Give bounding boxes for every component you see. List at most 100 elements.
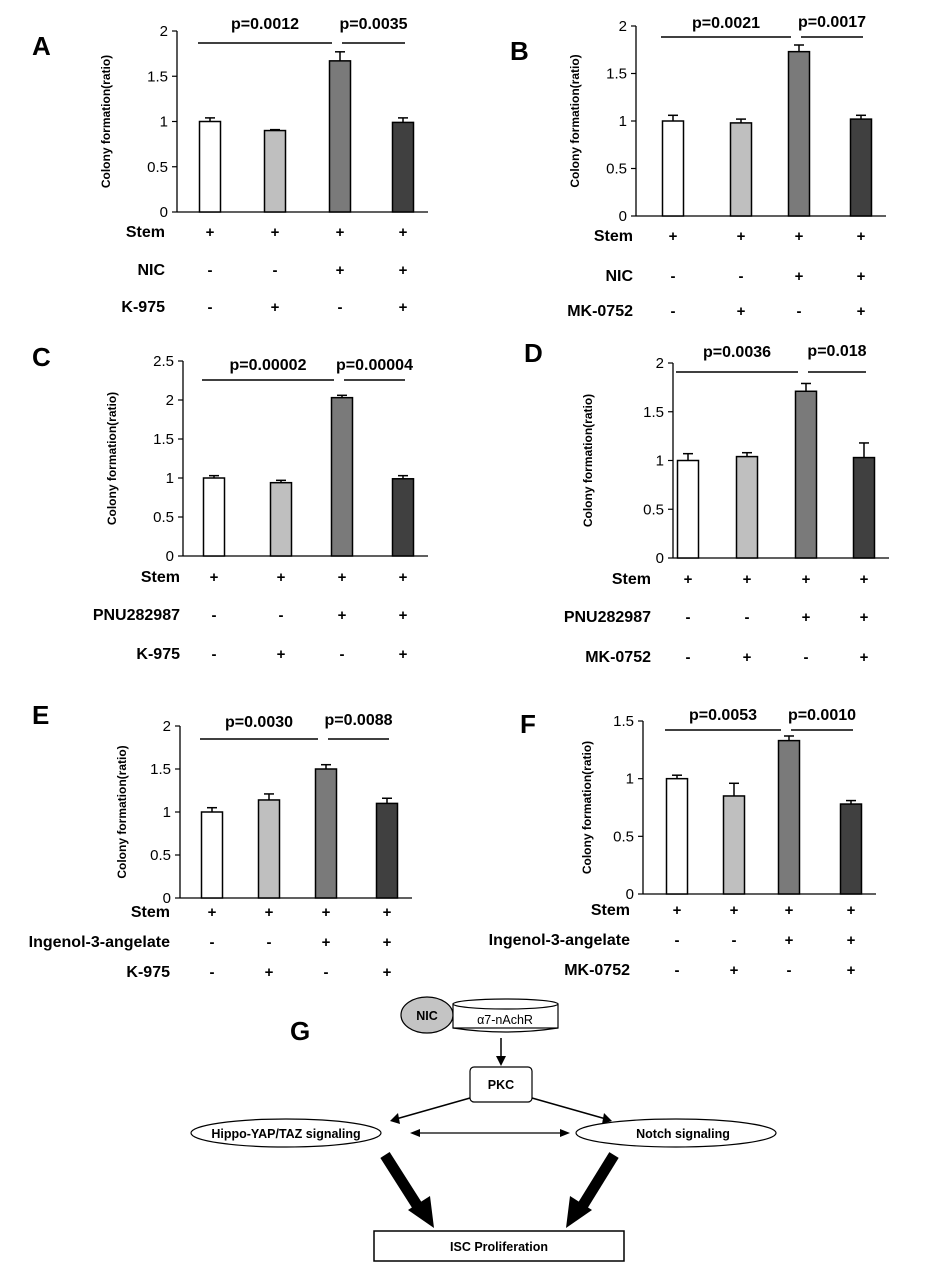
notch-label: Notch signaling bbox=[636, 1127, 730, 1141]
bar bbox=[852, 456, 876, 559]
p-value: p=0.0021 bbox=[692, 15, 760, 32]
condition-label: PNU282987 bbox=[564, 609, 651, 626]
y-tick-label: 1.5 bbox=[150, 761, 171, 778]
condition-sign: - bbox=[324, 964, 329, 981]
chart-panel-B: B 0 0.5 1 1.5 2 Colony formation(ratio) p=0.002… bbox=[510, 14, 886, 320]
condition-sign: - bbox=[210, 934, 215, 951]
receptor-label: α7-nAchR bbox=[477, 1013, 533, 1027]
condition-sign: + bbox=[730, 962, 739, 979]
panel-label: E bbox=[32, 700, 49, 730]
y-tick-label: 0 bbox=[656, 550, 664, 567]
condition-sign: - bbox=[675, 962, 680, 979]
y-tick-label: 2 bbox=[160, 23, 168, 40]
condition-label: Stem bbox=[591, 902, 630, 919]
bar bbox=[676, 459, 700, 559]
condition-sign: + bbox=[383, 904, 392, 921]
p-value: p=0.00004 bbox=[336, 357, 413, 374]
p-value: p=0.0030 bbox=[225, 714, 293, 731]
y-tick-label: 2 bbox=[619, 18, 627, 35]
condition-sign: + bbox=[399, 299, 408, 316]
condition-label: K-975 bbox=[121, 299, 165, 316]
y-tick-label: 0.5 bbox=[153, 509, 174, 526]
arrow-pkc-hippo bbox=[395, 1097, 471, 1120]
condition-label: Stem bbox=[612, 571, 651, 588]
chart-panel-A: A 0 0.5 1 1.5 2 Colony formation(ratio) p=0.001… bbox=[32, 16, 428, 316]
condition-sign: + bbox=[847, 902, 856, 919]
condition-label: Stem bbox=[131, 904, 170, 921]
y-tick-label: 1 bbox=[656, 453, 664, 470]
chart-panel-F: F 0 0.5 1 1.5 Colony formation(ratio) p=0.0053… bbox=[489, 707, 876, 979]
thick-arrow-hippo bbox=[380, 1152, 425, 1213]
condition-sign: + bbox=[399, 569, 408, 586]
bar bbox=[735, 455, 759, 559]
condition-sign: - bbox=[267, 934, 272, 951]
bar bbox=[849, 118, 873, 217]
condition-sign: + bbox=[277, 569, 286, 586]
bar bbox=[263, 129, 287, 213]
condition-sign: - bbox=[210, 964, 215, 981]
p-value: p=0.0010 bbox=[788, 707, 856, 724]
condition-sign: + bbox=[277, 646, 286, 663]
bar bbox=[257, 799, 281, 899]
condition-sign: - bbox=[675, 932, 680, 949]
condition-sign: + bbox=[743, 649, 752, 666]
y-tick-label: 2 bbox=[656, 355, 664, 372]
y-tick-label: 0 bbox=[619, 208, 627, 225]
pkc-box bbox=[469, 1066, 533, 1103]
bar bbox=[198, 120, 222, 213]
y-tick-label: 1.5 bbox=[606, 66, 627, 83]
condition-sign: - bbox=[671, 303, 676, 320]
condition-sign: + bbox=[338, 569, 347, 586]
condition-sign: + bbox=[673, 902, 682, 919]
y-tick-label: 2 bbox=[166, 392, 174, 409]
condition-sign: + bbox=[684, 571, 693, 588]
condition-label: NIC bbox=[605, 268, 633, 285]
condition-sign: + bbox=[271, 224, 280, 241]
arrow-pkc-notch bbox=[531, 1097, 607, 1120]
condition-sign: + bbox=[399, 646, 408, 663]
condition-label: K-975 bbox=[136, 646, 180, 663]
panel-label: F bbox=[520, 709, 536, 739]
condition-sign: + bbox=[336, 262, 345, 279]
y-axis-label: Colony formation(ratio) bbox=[115, 745, 129, 878]
y-tick-label: 1 bbox=[160, 114, 168, 131]
y-tick-label: 0 bbox=[626, 886, 634, 903]
condition-sign: + bbox=[399, 224, 408, 241]
condition-sign: + bbox=[802, 571, 811, 588]
condition-sign: + bbox=[271, 299, 280, 316]
y-tick-label: 1.5 bbox=[153, 431, 174, 448]
condition-sign: + bbox=[857, 268, 866, 285]
y-tick-label: 0.5 bbox=[643, 501, 664, 518]
panel-label: D bbox=[524, 338, 543, 368]
chart-panel-C: C 0 0.5 1 1.5 2 2.5 Colony formation(ratio) p=0.… bbox=[32, 342, 428, 663]
isc-box bbox=[373, 1230, 625, 1262]
condition-sign: + bbox=[730, 902, 739, 919]
bar bbox=[330, 396, 354, 557]
condition-sign: + bbox=[785, 932, 794, 949]
condition-sign: + bbox=[206, 224, 215, 241]
hippo-label: Hippo-YAP/TAZ signaling bbox=[211, 1127, 360, 1141]
y-tick-label: 1 bbox=[626, 771, 634, 788]
condition-sign: + bbox=[860, 609, 869, 626]
y-axis-label: Colony formation(ratio) bbox=[105, 392, 119, 525]
y-axis-label: Colony formation(ratio) bbox=[99, 55, 113, 188]
condition-sign: + bbox=[802, 609, 811, 626]
bar bbox=[665, 777, 689, 895]
p-value: p=0.0017 bbox=[798, 14, 866, 31]
y-axis-label: Colony formation(ratio) bbox=[580, 741, 594, 874]
condition-sign: - bbox=[273, 262, 278, 279]
y-tick-label: 1 bbox=[163, 804, 171, 821]
y-tick-label: 0 bbox=[166, 548, 174, 565]
condition-sign: + bbox=[208, 904, 217, 921]
nic-label: NIC bbox=[416, 1009, 438, 1023]
y-tick-label: 1.5 bbox=[613, 713, 634, 730]
p-value: p=0.0053 bbox=[689, 707, 757, 724]
y-tick-label: 0 bbox=[163, 890, 171, 907]
condition-label: MK-0752 bbox=[564, 962, 630, 979]
y-tick-label: 0.5 bbox=[606, 161, 627, 178]
condition-label: K-975 bbox=[126, 964, 170, 981]
panel-label: C bbox=[32, 342, 51, 372]
condition-sign: - bbox=[804, 649, 809, 666]
notch-ellipse bbox=[575, 1118, 777, 1148]
condition-label: Stem bbox=[141, 569, 180, 586]
